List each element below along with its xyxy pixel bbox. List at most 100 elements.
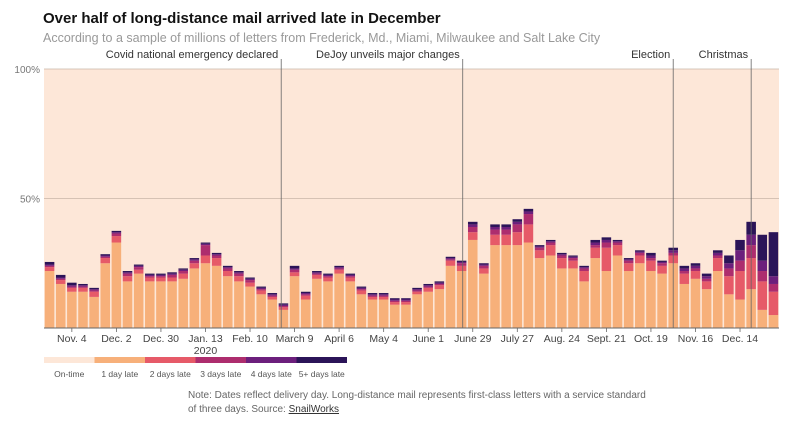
bar-segment <box>679 273 690 284</box>
bar-segment <box>211 254 222 256</box>
bar-segment <box>323 281 333 328</box>
bar-segment <box>724 268 734 277</box>
bar-segment <box>367 295 378 297</box>
bar-segment <box>423 291 433 328</box>
bar-segment <box>690 263 701 266</box>
bar-segment <box>256 289 266 291</box>
bar-segment <box>590 258 601 328</box>
bar-segment <box>390 302 400 305</box>
bar-segment <box>222 267 233 269</box>
bar-segment <box>167 281 177 328</box>
bar-segment <box>145 273 155 275</box>
bar-segment <box>378 293 389 295</box>
bar-segment <box>512 245 523 328</box>
bar-segment <box>111 242 122 328</box>
bar-segment <box>211 258 222 266</box>
x-tick-label: Dec. 14 <box>722 333 758 345</box>
bar-segment <box>167 274 177 278</box>
bar-segment <box>156 274 166 277</box>
bar-segment <box>167 273 177 275</box>
bar-segment <box>378 295 389 297</box>
bar-segment <box>568 258 578 261</box>
bar-segment <box>690 268 701 272</box>
bar-segment <box>323 277 333 282</box>
bar-segment <box>401 298 411 300</box>
bar-segment <box>133 267 144 270</box>
bar-segment <box>178 278 188 328</box>
bar-segment <box>200 263 211 328</box>
bar-segment <box>78 291 88 328</box>
bar-segment <box>367 299 378 328</box>
bar-segment <box>245 278 255 281</box>
bar-segment <box>512 232 523 246</box>
bar-segment <box>378 294 389 296</box>
bar-segment <box>445 260 456 266</box>
bar-segment <box>434 289 445 328</box>
bar-segment <box>278 305 289 308</box>
bar-segment <box>523 208 534 212</box>
bar-segment <box>312 274 322 279</box>
bar-segment <box>635 255 645 264</box>
bar-segment <box>434 283 445 286</box>
bar-segment <box>423 287 433 292</box>
bar-segment <box>78 283 88 286</box>
source-link[interactable]: SnailWorks <box>288 404 340 415</box>
bar-segment <box>490 234 500 246</box>
bar-segment <box>512 221 523 225</box>
bar-segment <box>757 234 768 261</box>
bar-segment <box>635 251 645 253</box>
bar-segment <box>456 263 467 266</box>
bar-segment <box>133 264 144 266</box>
bar-segment <box>323 276 333 278</box>
bar-segment <box>334 268 344 270</box>
bar-segment <box>356 294 367 328</box>
bar-segment <box>55 278 66 281</box>
bar-segment <box>445 265 456 328</box>
bar-segment <box>234 272 244 274</box>
bar-segment <box>423 285 433 287</box>
bar-segment <box>679 271 690 274</box>
bar-segment <box>590 247 601 259</box>
bar-segment <box>267 294 278 296</box>
bar-segment <box>545 255 556 328</box>
bar-segment <box>757 260 768 272</box>
bar-segment <box>44 271 55 328</box>
annotation-label: Election <box>631 49 670 61</box>
bar-segment <box>256 287 266 290</box>
bar-segment <box>523 242 534 328</box>
bar-segment <box>735 239 745 251</box>
y-tick-label: 100% <box>14 65 40 76</box>
bar-segment <box>145 274 155 277</box>
bar-segment <box>133 265 144 268</box>
legend-label: 1 day late <box>101 369 138 379</box>
bar-segment <box>646 255 656 259</box>
bar-segment <box>189 263 200 269</box>
bar-segment <box>67 291 77 328</box>
bar-segment <box>412 290 422 292</box>
bar-segment <box>679 265 690 269</box>
legend-label: 5+ days late <box>299 369 345 379</box>
bar-segment <box>456 271 467 328</box>
bar-segment <box>635 263 645 328</box>
bar-segment <box>156 281 166 328</box>
bar-segment <box>122 272 133 274</box>
bar-segment <box>312 271 322 273</box>
bar-segment <box>735 260 745 272</box>
bar-segment <box>545 239 556 242</box>
bar-segment <box>78 285 88 287</box>
bar-segment <box>356 289 367 291</box>
bar-segment <box>89 287 99 290</box>
bar-segment <box>145 276 155 278</box>
x-tick-label: Nov. 4 <box>57 333 87 345</box>
note-text: Note: Dates reflect delivery day. Long-d… <box>188 390 646 415</box>
bar-segment <box>200 242 211 244</box>
bar-segment <box>512 224 523 233</box>
x-tick-label: Oct. 19 <box>634 333 668 345</box>
bar-segment <box>712 250 723 253</box>
x-tick-label: April 6 <box>324 333 354 345</box>
bar-segment <box>189 260 200 264</box>
bar-segment <box>67 285 77 287</box>
bar-segment <box>423 283 433 286</box>
bar-segment <box>557 252 567 255</box>
bar-segment <box>467 221 478 225</box>
